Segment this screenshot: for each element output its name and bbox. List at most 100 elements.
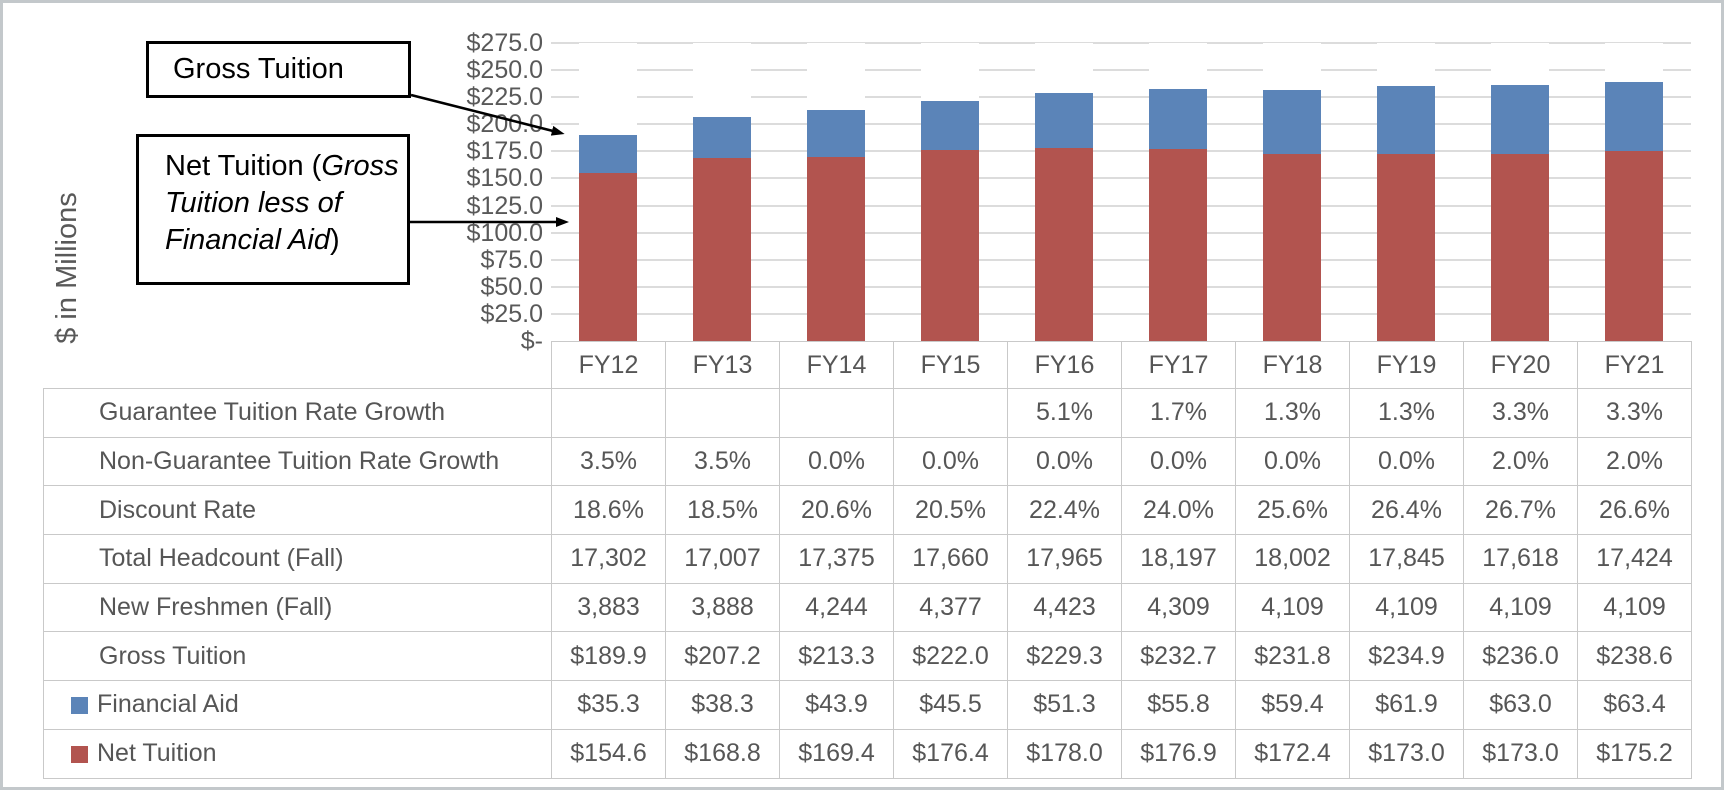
table-row: Gross Tuition $189.9 $207.2 $213.3 $222.0 $22… — [43, 631, 1692, 682]
gridline-250 — [551, 69, 1691, 72]
row-label: Net Tuition — [43, 728, 552, 779]
bar-FY21-net-tuition-segment — [1605, 151, 1663, 341]
table-cell-FY21: 3.3% — [1577, 388, 1692, 438]
table-cell-FY12: $35.3 — [551, 680, 666, 730]
table-cell-FY19: 1.3% — [1349, 388, 1464, 438]
table-cell-FY14: $169.4 — [779, 728, 894, 779]
bar-FY20 — [1491, 43, 1549, 341]
bar-FY17-financial-aid-segment — [1149, 88, 1207, 150]
table-cell-FY15: 4,377 — [893, 582, 1008, 633]
table-cell-FY18: 0.0% — [1235, 436, 1350, 487]
y-tick-label-275: $275.0 — [466, 29, 543, 57]
table-header-blank-cell — [44, 342, 552, 389]
column-header-FY16: FY16 — [1007, 341, 1122, 389]
table-cell-FY16: 5.1% — [1007, 388, 1122, 438]
bar-FY14-net-tuition-segment — [807, 157, 865, 341]
table-cell-FY17: 18,197 — [1121, 534, 1236, 584]
column-header-FY15: FY15 — [893, 341, 1008, 389]
bar-FY19-net-tuition-segment — [1377, 153, 1435, 341]
y-tick-label-50: $50.0 — [480, 272, 543, 301]
table-cell-FY16: $178.0 — [1007, 728, 1122, 779]
bar-FY16-net-tuition-segment — [1035, 148, 1093, 341]
table-row: Total Headcount (Fall) 17,302 17,007 17,375… — [43, 534, 1692, 584]
column-header-FY12: FY12 — [551, 341, 666, 389]
table-cell-FY13: 3,888 — [665, 582, 780, 633]
y-tick-label-75: $75.0 — [480, 245, 543, 274]
table-cell-FY19: 0.0% — [1349, 436, 1464, 487]
table-cell-FY13: 17,007 — [665, 534, 780, 584]
gross-tuition-callout-label: Gross Tuition — [173, 53, 344, 85]
table-cell-FY15: $222.0 — [893, 631, 1008, 682]
bar-FY18-financial-aid-segment — [1263, 89, 1321, 155]
table-cell-FY13: 18.5% — [665, 485, 780, 536]
gridline-200 — [551, 123, 1691, 126]
gridline-150 — [551, 177, 1691, 180]
column-header-FY20: FY20 — [1463, 341, 1578, 389]
table-cell-FY20: $63.0 — [1463, 680, 1578, 730]
gridline-175 — [551, 150, 1691, 153]
bar-FY20-net-tuition-segment — [1491, 153, 1549, 341]
table-cell-FY21: $63.4 — [1577, 680, 1692, 730]
table-cell-FY12: $154.6 — [551, 728, 666, 779]
table-row: Guarantee Tuition Rate Growth 5.1% 1.7% 1.3… — [43, 388, 1692, 438]
table-cell-FY20: 4,109 — [1463, 582, 1578, 633]
table-cell-FY14 — [779, 388, 894, 438]
legend-swatch-icon — [71, 746, 88, 764]
table-row: Non-Guarantee Tuition Rate Growth 3.5% 3.5… — [43, 436, 1692, 487]
column-header-FY18: FY18 — [1235, 341, 1350, 389]
table-cell-FY21: $175.2 — [1577, 728, 1692, 779]
column-header-FY21: FY21 — [1577, 341, 1692, 389]
gridline-225 — [551, 96, 1691, 99]
table-cell-FY15: 0.0% — [893, 436, 1008, 487]
gross-tuition-callout: Gross Tuition — [146, 41, 411, 98]
bar-FY17 — [1149, 43, 1207, 341]
bar-FY15-financial-aid-segment — [921, 100, 979, 150]
table-row: Net Tuition $154.6 $168.8 $169.4 $176.4 $178.… — [43, 728, 1692, 779]
table-cell-FY14: 4,244 — [779, 582, 894, 633]
table-header-row: FY12 FY13 FY14 FY15 FY16 FY17 FY18 FY19 FY20 FY21 — [44, 341, 1692, 389]
column-header-FY19: FY19 — [1349, 341, 1464, 389]
bar-FY12 — [579, 43, 637, 341]
table-cell-FY14: 17,375 — [779, 534, 894, 584]
bar-FY14-financial-aid-segment — [807, 109, 865, 158]
table-cell-FY14: $213.3 — [779, 631, 894, 682]
table-cell-FY17: 0.0% — [1121, 436, 1236, 487]
y-tick-label-25: $25.0 — [480, 299, 543, 328]
row-label: Gross Tuition — [43, 631, 552, 682]
column-header-FY13: FY13 — [665, 341, 780, 389]
bar-FY15 — [921, 43, 979, 341]
bar-FY16 — [1035, 43, 1093, 341]
row-label: Guarantee Tuition Rate Growth — [43, 388, 552, 438]
table-cell-FY20: 26.7% — [1463, 485, 1578, 536]
column-header-FY14: FY14 — [779, 341, 894, 389]
table-row: Financial Aid $35.3 $38.3 $43.9 $45.5 $51.3 $5… — [43, 680, 1692, 730]
table-cell-FY21: $238.6 — [1577, 631, 1692, 682]
row-label: Financial Aid — [43, 680, 552, 730]
gridline-275 — [551, 42, 1691, 44]
table-cell-FY16: $51.3 — [1007, 680, 1122, 730]
table-cell-FY19: $61.9 — [1349, 680, 1464, 730]
table-cell-FY13: 3.5% — [665, 436, 780, 487]
bar-FY14 — [807, 43, 865, 341]
table-cell-FY14: 0.0% — [779, 436, 894, 487]
table-cell-FY20: 2.0% — [1463, 436, 1578, 487]
table-cell-FY19: 4,109 — [1349, 582, 1464, 633]
net-tuition-callout-italic: Gross Tuition less of Financial Aid — [165, 150, 399, 256]
table-cell-FY16: 22.4% — [1007, 485, 1122, 536]
gridline-50 — [551, 285, 1691, 288]
table-cell-FY12: 3,883 — [551, 582, 666, 633]
bar-FY18 — [1263, 43, 1321, 341]
net-tuition-callout: Net Tuition (Gross Tuition less of Finan… — [136, 134, 410, 285]
tuition-stacked-bar-chart — [551, 42, 1691, 341]
table-cell-FY20: 17,618 — [1463, 534, 1578, 584]
bar-FY19 — [1377, 43, 1435, 341]
table-cell-FY13 — [665, 388, 780, 438]
table-cell-FY12 — [551, 388, 666, 438]
table-cell-FY13: $168.8 — [665, 728, 780, 779]
bar-FY20-financial-aid-segment — [1491, 85, 1549, 154]
y-tick-label-250: $250.0 — [466, 56, 543, 85]
bar-FY18-net-tuition-segment — [1263, 154, 1321, 341]
table-cell-FY21: 17,424 — [1577, 534, 1692, 584]
bar-FY13-financial-aid-segment — [693, 116, 751, 159]
